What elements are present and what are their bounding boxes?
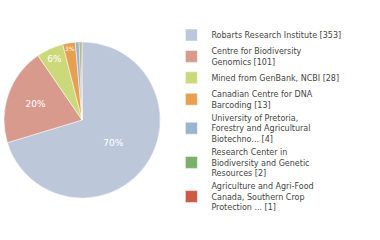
svg-text:University of Pretoria,Forestr: University of Pretoria,Forestry and Agri…: [211, 114, 310, 144]
svg-text:6%: 6%: [47, 54, 62, 64]
svg-text:Agriculture and Agri-FoodCanad: Agriculture and Agri-FoodCanada, Souther…: [211, 182, 313, 212]
svg-text:Canadian Centre for DNABarcodi: Canadian Centre for DNABarcoding [13]: [211, 90, 312, 109]
svg-text:Mined from GenBank, NCBI [28]: Mined from GenBank, NCBI [28]: [211, 74, 339, 83]
svg-text:20%: 20%: [26, 99, 46, 109]
svg-text:Research Center inBiodiversity: Research Center inBiodiversity and Genet…: [211, 148, 309, 178]
svg-text:70%: 70%: [103, 138, 123, 148]
svg-text:3%: 3%: [65, 45, 75, 52]
svg-text:Centre for BiodiversityGenomic: Centre for BiodiversityGenomics [101]: [211, 47, 301, 66]
svg-text:Robarts Research Institute [35: Robarts Research Institute [353]: [211, 31, 341, 40]
